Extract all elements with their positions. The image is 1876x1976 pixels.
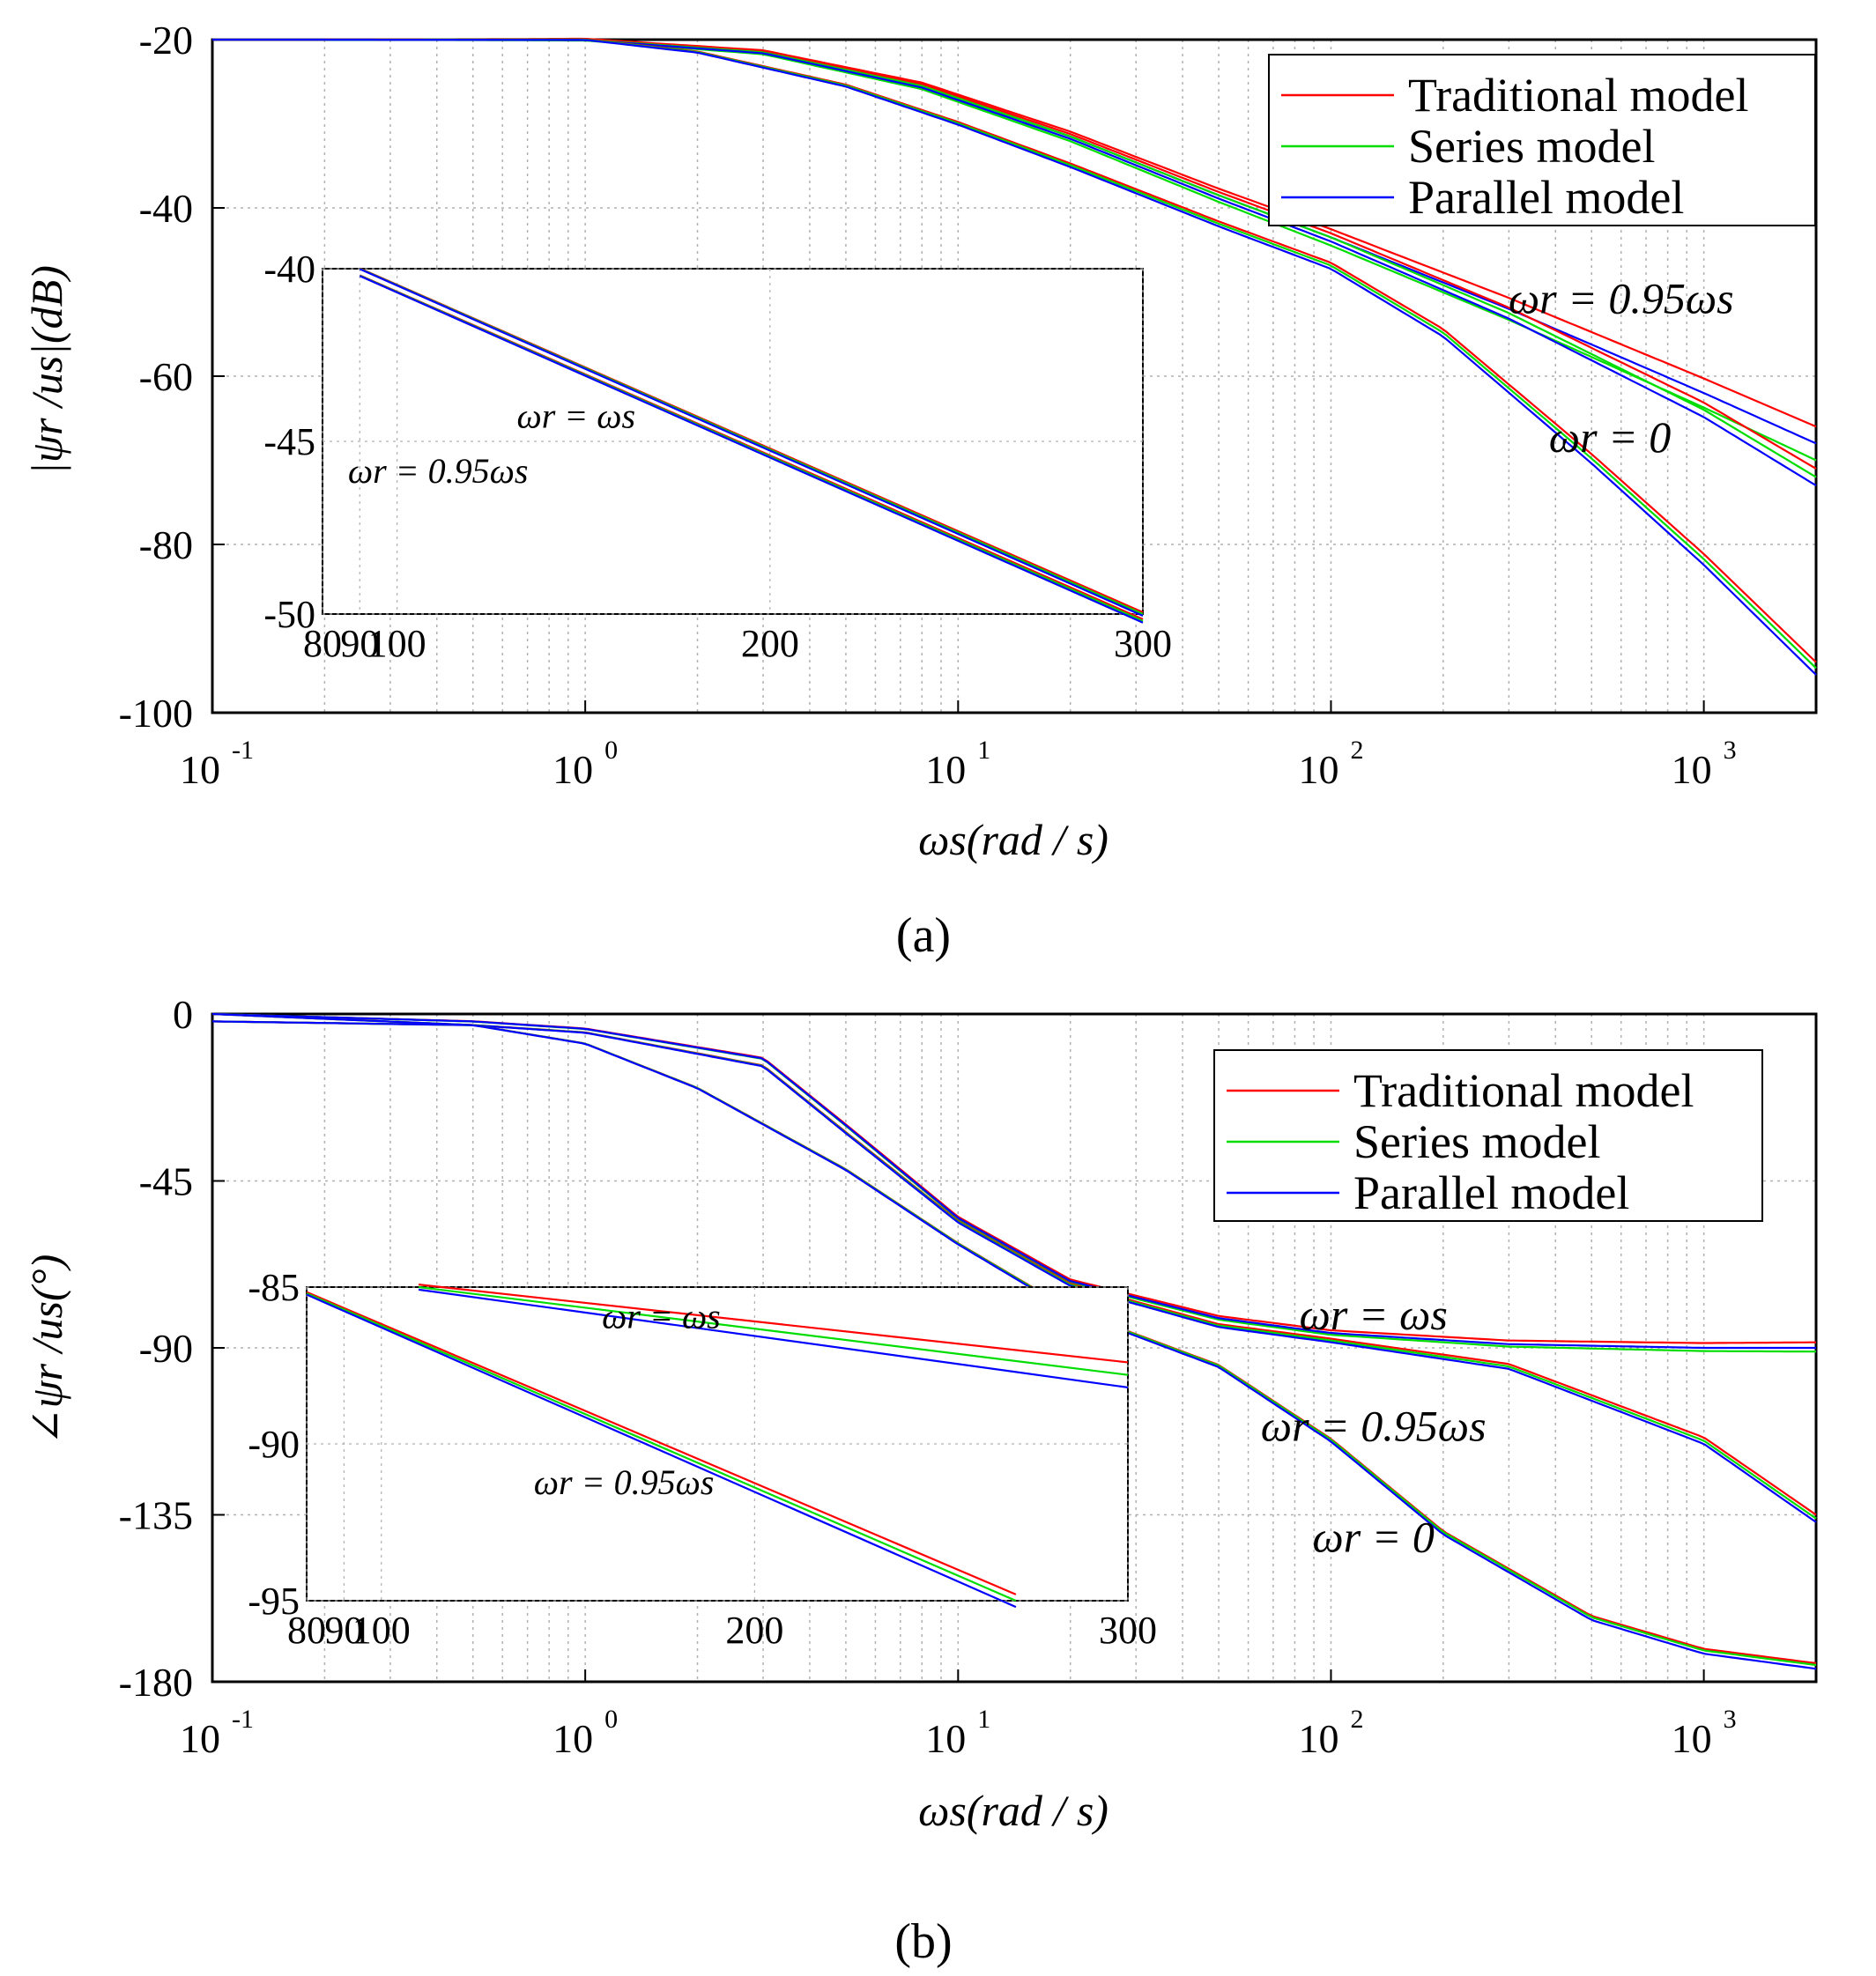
panel-label: (a)	[896, 908, 951, 963]
x-tick-label: 10	[925, 747, 966, 792]
legend-entry-label: Series model	[1353, 1115, 1600, 1168]
x-tick-exponent: 3	[1724, 736, 1737, 765]
inset-y-tick-label: -90	[248, 1423, 300, 1466]
x-tick-exponent: 3	[1724, 1705, 1737, 1734]
inset-x-tick-label: 100	[368, 622, 426, 665]
y-tick-label: -135	[119, 1493, 193, 1538]
x-tick-label: 10	[180, 747, 220, 792]
x-tick-exponent: 2	[1350, 1705, 1363, 1734]
legend-entry-label: Series model	[1408, 120, 1655, 173]
legend-entry-label: Parallel model	[1353, 1166, 1629, 1219]
curve-annotation: ωr = 0.95ωs	[1261, 1401, 1487, 1450]
x-tick-label: 10	[1672, 1716, 1712, 1761]
x-tick-label: 10	[180, 1716, 220, 1761]
inset-x-tick-label: 100	[352, 1609, 411, 1652]
y-axis-label: |ψr /us|(dB)	[22, 265, 71, 475]
inset-series-line	[306, 1292, 1017, 1602]
panel-label: (b)	[894, 1914, 952, 1969]
inset-x-tick-label: 200	[725, 1609, 783, 1652]
inset-curve-annotation: ωr = ωs	[602, 1296, 721, 1336]
y-tick-label: 0	[173, 992, 193, 1037]
legend-entry-label: Parallel model	[1408, 171, 1684, 224]
inset-series-line	[418, 1284, 1129, 1364]
curve-annotation: ωr = 0.95ωs	[1509, 273, 1734, 322]
inset-y-tick-label: -95	[248, 1580, 300, 1623]
legend-entry-label: Traditional model	[1353, 1064, 1694, 1117]
curve-annotation: ωr = 0	[1549, 412, 1672, 462]
inset-series-line	[359, 268, 1144, 617]
y-tick-label: -20	[139, 18, 193, 63]
inset-y-tick-label: -40	[263, 248, 315, 291]
inset-x-tick-label: 90	[340, 622, 379, 665]
y-tick-label: -90	[139, 1326, 193, 1371]
inset-x-tick-label: 80	[287, 1609, 326, 1652]
inset-y-tick-label: -45	[263, 420, 315, 463]
y-tick-label: -80	[139, 522, 193, 567]
curves	[211, 1012, 1817, 1670]
y-tick-label: -60	[139, 354, 193, 399]
inset-curve-annotation: ωr = 0.95ωs	[534, 1462, 715, 1502]
inset-x-tick-label: 200	[741, 622, 799, 665]
x-axis-label: ωs(rad / s)	[918, 815, 1109, 864]
x-axis-label: ωs(rad / s)	[918, 1786, 1109, 1835]
series-line	[211, 1012, 1816, 1350]
inset-x-tick-label: 300	[1114, 622, 1172, 665]
x-tick-exponent: -1	[232, 736, 254, 765]
x-tick-exponent: 1	[977, 736, 990, 765]
inset-series-line	[418, 1285, 1129, 1376]
y-tick-label: -40	[139, 186, 193, 231]
inset-curve-annotation: ωr = 0.95ωs	[348, 451, 529, 491]
legend-entry-label: Traditional model	[1408, 69, 1749, 122]
inset-x-tick-label: 90	[324, 1609, 363, 1652]
inset-curve-annotation: ωr = ωs	[516, 396, 635, 435]
x-tick-label: 10	[925, 1716, 966, 1761]
inset-y-tick-label: -85	[248, 1266, 300, 1309]
inset-x-tick-label: 80	[303, 622, 342, 665]
y-tick-label: -180	[119, 1660, 193, 1705]
series-line	[212, 38, 1817, 676]
x-tick-label: 10	[552, 1716, 593, 1761]
curves	[212, 37, 1817, 676]
inset-y-tick-label: -50	[263, 593, 315, 636]
y-tick-label: -100	[119, 691, 193, 736]
inset-series-line	[306, 1291, 1017, 1595]
curve-annotation: ωr = ωs	[1300, 1290, 1448, 1339]
series-line	[211, 1012, 1817, 1670]
x-tick-label: 10	[1298, 1716, 1338, 1761]
x-tick-label: 10	[1298, 747, 1338, 792]
curve-annotation: ωr = 0	[1312, 1513, 1435, 1562]
y-tick-label: -45	[139, 1159, 193, 1204]
x-tick-label: 10	[552, 747, 593, 792]
x-tick-label: 10	[1672, 747, 1712, 792]
x-tick-exponent: 1	[977, 1705, 990, 1734]
x-tick-exponent: 2	[1350, 736, 1363, 765]
x-tick-exponent: 0	[604, 1705, 618, 1734]
x-tick-exponent: 0	[604, 736, 618, 765]
inset-series-line	[306, 1293, 1017, 1609]
y-axis-label: ∠ψr /us(°)	[22, 1254, 71, 1446]
inset-x-tick-label: 300	[1099, 1609, 1157, 1652]
inset-series-line	[359, 275, 1144, 624]
x-tick-exponent: -1	[232, 1705, 254, 1734]
inset-series-line	[418, 1288, 1129, 1389]
